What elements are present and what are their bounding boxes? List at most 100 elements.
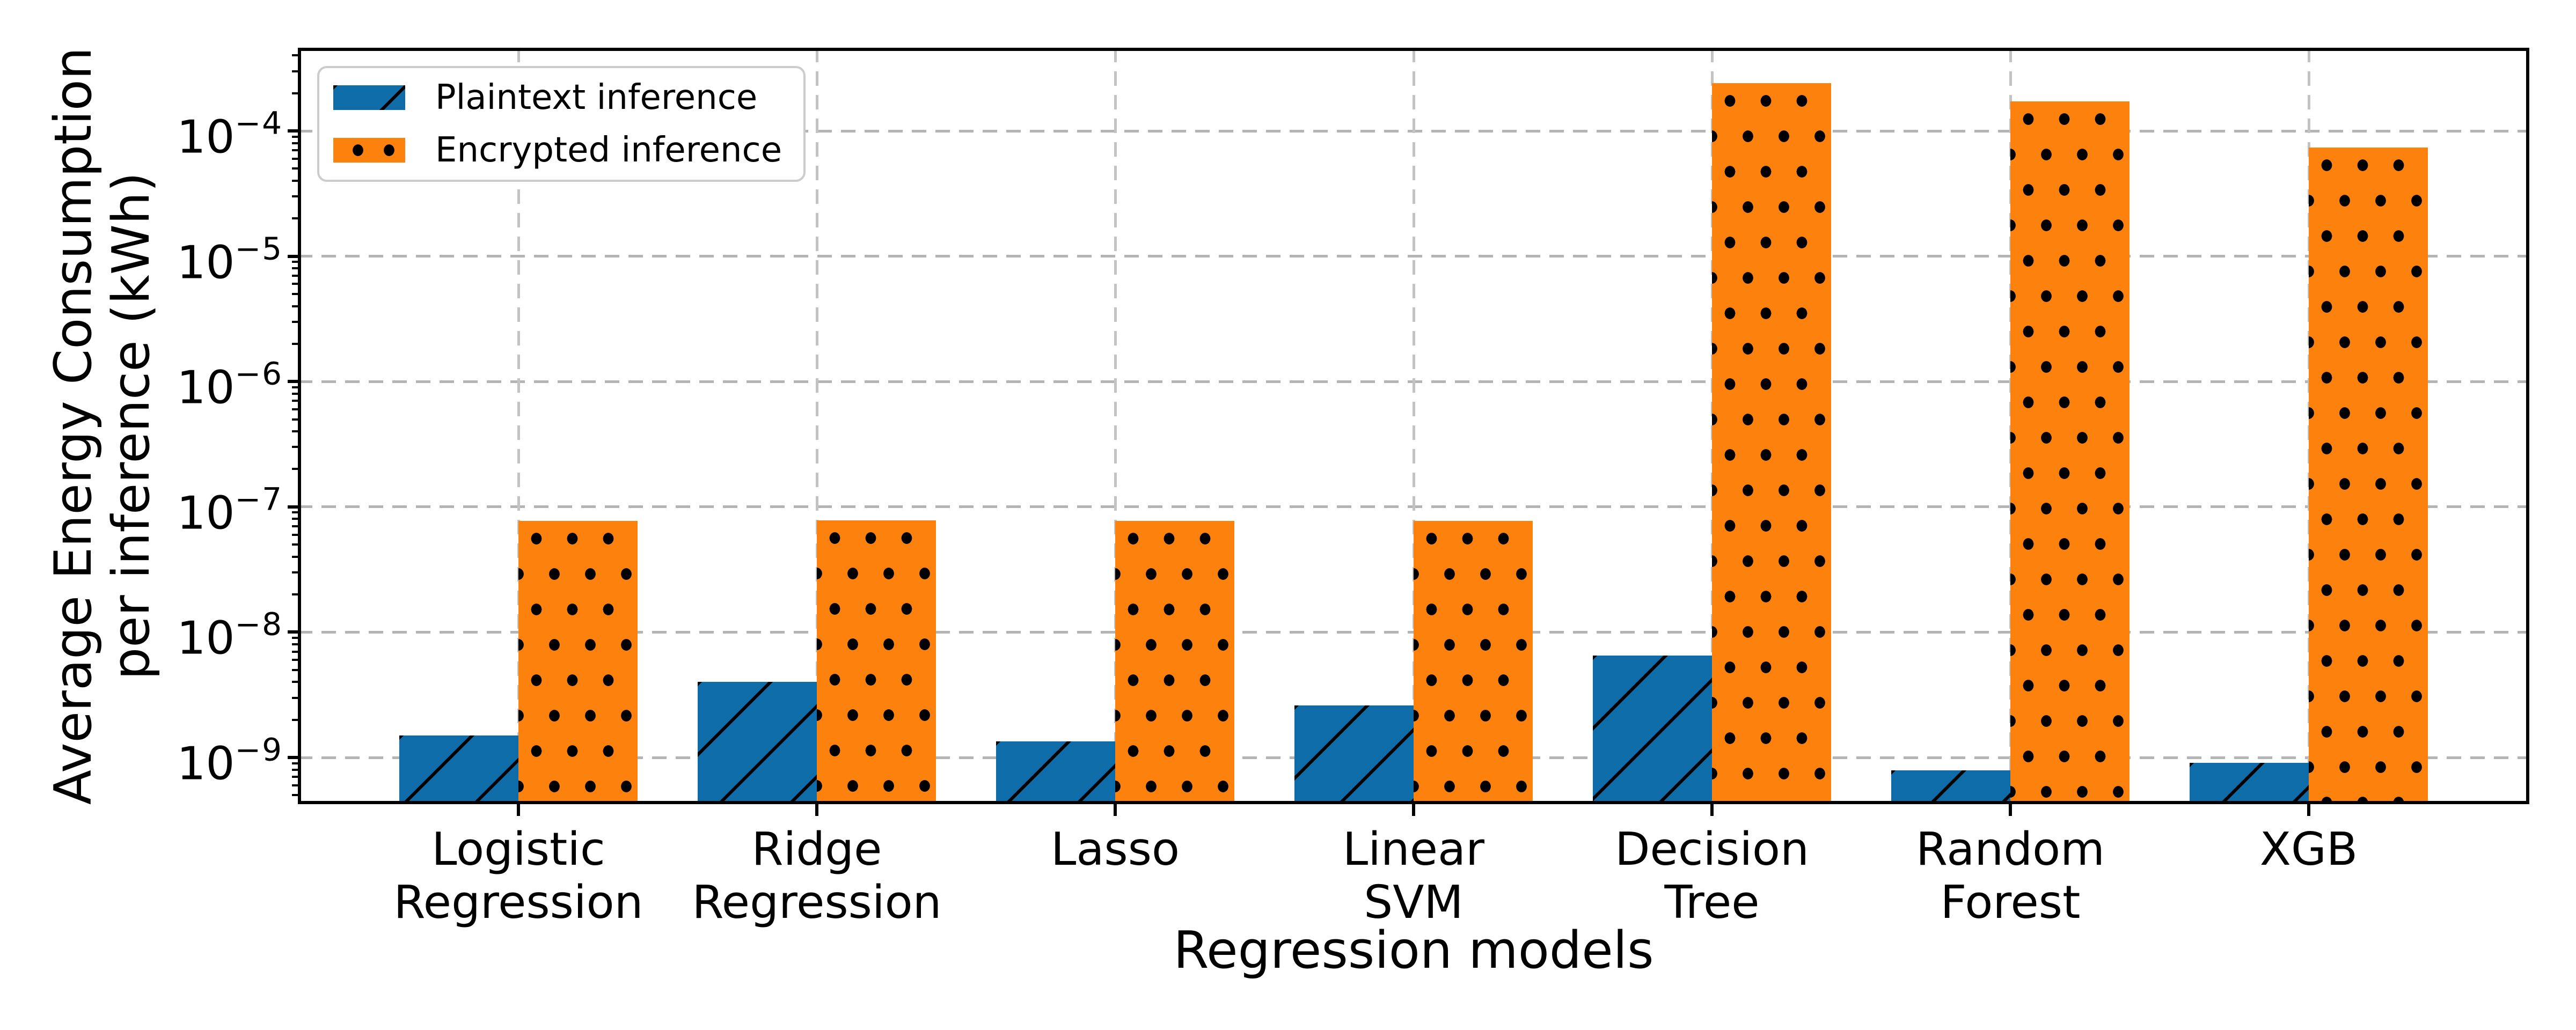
x-tick-label-xgb: XGB [2259, 823, 2358, 876]
y-major-tick [288, 254, 298, 258]
x-major-tick [815, 804, 818, 816]
y-minor-tick [292, 70, 298, 72]
bar-encrypted-random-forest [2010, 101, 2129, 804]
y-minor-tick [292, 274, 298, 277]
bar-plaintext-xgb [2190, 762, 2309, 804]
vertical-gridline [1114, 48, 1117, 804]
bar-plaintext-random-forest [1891, 770, 2010, 804]
y-minor-tick [292, 392, 298, 395]
legend-label-plaintext: Plaintext inference [435, 78, 758, 117]
y-minor-tick [292, 92, 298, 94]
x-tick-label-random-forest: Random Forest [1916, 823, 2105, 929]
y-minor-tick [292, 776, 298, 778]
y-minor-tick [292, 54, 298, 57]
y-minor-tick [292, 195, 298, 198]
x-major-tick [1114, 804, 1117, 816]
legend-swatch-plaintext-hatch-icon [333, 85, 405, 110]
y-minor-tick [292, 784, 298, 786]
y-minor-tick [292, 292, 298, 295]
y-minor-tick [292, 149, 298, 152]
vertical-gridline [517, 48, 520, 804]
y-minor-tick [292, 408, 298, 411]
plot-area [298, 48, 2529, 804]
y-minor-tick [292, 418, 298, 421]
y-minor-tick [292, 430, 298, 433]
y-minor-tick [292, 305, 298, 307]
y-minor-tick [292, 386, 298, 388]
bar-plaintext-lasso [996, 741, 1115, 804]
y-tick-label: 10−5 [177, 230, 283, 290]
y-minor-tick [292, 320, 298, 323]
y-minor-tick [292, 543, 298, 546]
y-minor-tick [292, 637, 298, 639]
y-tick-label: 10−8 [177, 606, 283, 666]
y-minor-tick [292, 659, 298, 661]
x-tick-label-logistic-regression: Logistic Regression [393, 823, 643, 929]
y-minor-tick [292, 718, 298, 721]
y-minor-tick [292, 762, 298, 764]
x-tick-label-ridge-regression: Ridge Regression [692, 823, 942, 929]
y-minor-tick [292, 794, 298, 797]
legend-item-encrypted: Encrypted inference [333, 133, 803, 167]
bar-plaintext-decision-tree [1593, 656, 1712, 804]
x-major-tick [2009, 804, 2012, 816]
y-minor-tick [292, 571, 298, 573]
x-tick-label-linear-svm: Linear SVM [1342, 823, 1485, 929]
y-minor-tick [292, 696, 298, 699]
bar-encrypted-lasso [1115, 521, 1234, 804]
y-major-tick [288, 756, 298, 759]
y-minor-tick [292, 518, 298, 520]
y-minor-tick [292, 768, 298, 771]
y-minor-tick [292, 668, 298, 671]
y-minor-tick [292, 650, 298, 653]
y-major-tick [288, 380, 298, 384]
y-minor-tick [292, 681, 298, 683]
x-tick-label-lasso: Lasso [1050, 823, 1180, 876]
y-major-tick [288, 505, 298, 509]
y-minor-tick [292, 267, 298, 270]
x-axis-label: Regression models [1173, 921, 1654, 980]
y-tick-label: 10−9 [177, 731, 283, 791]
y-minor-tick [292, 217, 298, 220]
y-minor-tick [292, 555, 298, 558]
y-minor-tick [292, 157, 298, 160]
vertical-gridline [1412, 48, 1415, 804]
y-minor-tick [292, 533, 298, 536]
bar-plaintext-linear-svm [1294, 705, 1414, 804]
y-tick-label: 10−6 [177, 355, 283, 415]
bar-encrypted-ridge-regression [817, 520, 936, 804]
bar-encrypted-logistic-regression [518, 521, 638, 804]
x-major-tick [2307, 804, 2310, 816]
bar-encrypted-xgb [2309, 147, 2428, 804]
x-major-tick [1710, 804, 1714, 816]
y-minor-tick [292, 525, 298, 527]
y-axis-label-line1: Average Energy Consumption [44, 47, 103, 805]
y-minor-tick [292, 643, 298, 646]
bar-encrypted-decision-tree [1712, 83, 1831, 804]
y-minor-tick [292, 142, 298, 144]
x-major-tick [1412, 804, 1415, 816]
y-tick-label: 10−7 [177, 481, 283, 540]
y-minor-tick [292, 511, 298, 514]
y-major-tick [288, 630, 298, 634]
legend-item-plaintext: Plaintext inference [333, 80, 803, 115]
y-minor-tick [292, 446, 298, 448]
x-major-tick [517, 804, 520, 816]
y-minor-tick [292, 135, 298, 138]
bar-plaintext-logistic-regression [399, 735, 518, 804]
legend-swatch-encrypted-dots-icon [333, 138, 405, 163]
y-minor-tick [292, 468, 298, 470]
legend: Plaintext inference Encrypted inference [317, 66, 806, 182]
bar-encrypted-linear-svm [1414, 521, 1533, 804]
y-minor-tick [292, 593, 298, 596]
y-minor-tick [292, 167, 298, 170]
y-minor-tick [292, 261, 298, 263]
bar-plaintext-ridge-regression [698, 682, 817, 804]
bar-layer [298, 48, 2529, 804]
legend-label-encrypted: Encrypted inference [435, 130, 782, 170]
y-minor-tick [292, 400, 298, 402]
y-tick-label: 10−4 [177, 105, 283, 164]
y-minor-tick [292, 342, 298, 345]
y-major-tick [288, 129, 298, 133]
